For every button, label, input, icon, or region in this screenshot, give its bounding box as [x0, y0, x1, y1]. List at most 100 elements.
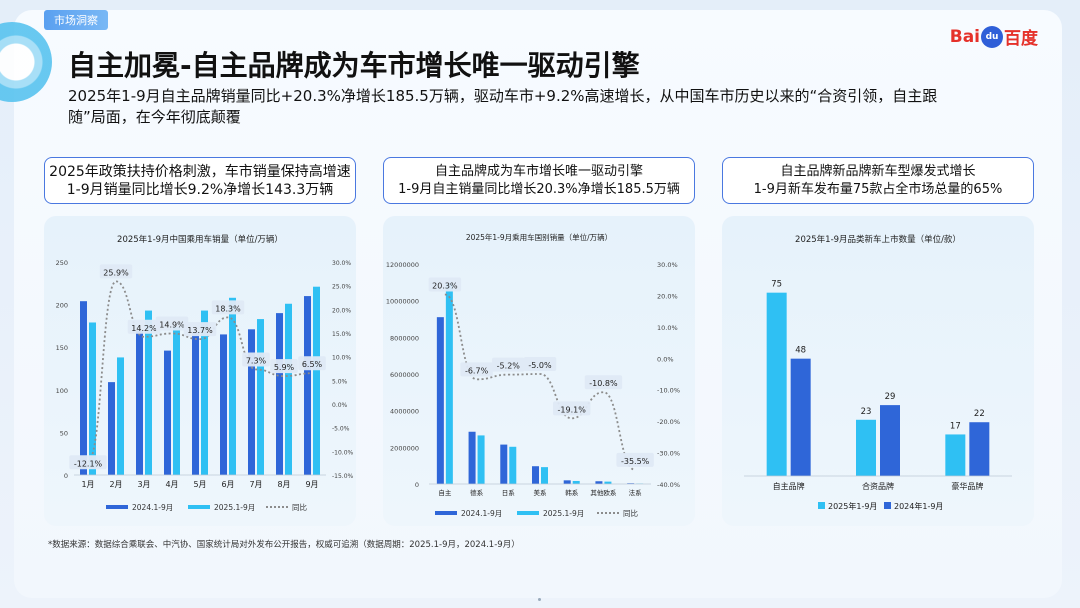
section-tag: 市场洞察: [44, 10, 108, 30]
chart2-y2tick-4: 0.0%: [657, 355, 674, 363]
chart1-bar-2024-2: [136, 331, 143, 475]
chart3-legend-swatch-0: [818, 502, 825, 509]
chart1-data-label-8-bg: [298, 356, 326, 371]
chart1-data-label-5-bg: [211, 300, 245, 315]
data-source-footnote: *数据来源：数据综合乘联会、中汽协、国家统计局对外发布公开报告，权威可追溯（数据…: [48, 540, 520, 550]
legend-swatch-1: [517, 511, 539, 515]
chart1-data-label-0-bg: [69, 455, 107, 470]
chart3-xtick-0: 自主品牌: [773, 481, 805, 491]
chart2-ytick-1: 2000000: [390, 444, 419, 452]
chart2-data-label-6-bg: [616, 452, 654, 467]
chart2-yoy-line: [444, 293, 636, 471]
chart1-data-label-0: -12.1%: [74, 459, 103, 468]
page-title: 自主加冕-自主品牌成为车市增长唯一驱动引擎: [68, 49, 640, 82]
chart2-bar-2024-0: [436, 317, 444, 484]
chart1-y2tick-1: -10.0%: [332, 449, 354, 456]
logo-cn: 百度: [1004, 29, 1038, 49]
baidu-logo: Bai du 百度: [950, 24, 1038, 49]
legend-label-0: 2024.1-9月: [461, 509, 502, 518]
chart1-data-label-3-bg: [155, 316, 189, 331]
chart1-y2tick-6: 15.0%: [332, 331, 351, 338]
chart1-xtick-7: 8月: [277, 480, 290, 489]
chart3-xtick-2: 豪华品牌: [951, 481, 983, 491]
chart2-data-label-2-bg: [492, 357, 525, 372]
chart1-bar-2024-6: [248, 329, 255, 475]
chart1-bar-2024-8: [304, 296, 311, 475]
logo-bai: Bai: [949, 26, 980, 47]
chart1-xtick-5: 6月: [221, 480, 234, 489]
chart1-ytick-0: 0: [64, 472, 68, 480]
chart2-bar-2024-5: [595, 481, 603, 484]
chart1-data-label-3: 14.9%: [159, 320, 185, 329]
chart2-ytick-4: 8000000: [390, 334, 419, 342]
logo-paw-icon: du: [981, 25, 1003, 48]
chart2-data-label-5-bg: [584, 375, 623, 390]
chart-panel-2: 2025年1-9月乘用车国别销量（单位/万辆） 0 2000000 4000000 60…: [383, 216, 695, 526]
chart2-bar-2025-0: [445, 283, 453, 484]
chart2-bar-2025-4: [572, 480, 580, 484]
chart3-legend-swatch-1: [884, 502, 891, 509]
chart1-ytick-4: 200: [56, 302, 68, 310]
chart1-data-label-4: 13.7%: [187, 326, 213, 335]
chart1-yoy-line: [87, 280, 313, 463]
chart2-bar-2024-2: [500, 444, 508, 484]
chart2-xtick-0: 自主: [438, 488, 452, 497]
chart2-y2tick-6: 20.0%: [657, 292, 678, 300]
chart2-y2tick-2: -20.0%: [657, 418, 680, 426]
chart1-data-label-7: 5.9%: [274, 363, 295, 372]
chart1-y2tick-0: -15.0%: [332, 473, 354, 480]
chart1-data-label-5: 18.3%: [215, 304, 241, 313]
chart1-data-label-1: 25.9%: [103, 268, 129, 277]
legend-label-0: 2024.1-9月: [132, 503, 173, 512]
chart3-data-label-2024-0: 48: [795, 346, 806, 356]
chart1-xtick-4: 5月: [193, 480, 206, 489]
chart2-bar-2024-4: [563, 480, 571, 484]
chart1-title: 2025年1-9月中国乘用车销量（单位/万辆）: [117, 234, 283, 245]
chart1-xtick-2: 3月: [137, 480, 150, 489]
chart-new-models: 2025年1-9月品类新车上市数量（单位/款） 75 48 自主品牌 23 29 合资品牌 1…: [744, 234, 1012, 511]
legend-swatch-1: [188, 505, 210, 509]
chart3-data-label-2024-2: 22: [974, 409, 985, 419]
chart1-xtick-0: 1月: [81, 480, 94, 489]
chart2-title: 2025年1-9月乘用车国别销量（单位/万辆）: [466, 232, 612, 242]
chart2-xtick-5: 其他欧系: [590, 488, 617, 497]
chart-monthly-sales: 2025年1-9月中国乘用车销量（单位/万辆） 0 50 100 150 200 250 -1…: [56, 234, 354, 512]
chart2-data-label-2: -5.2%: [497, 362, 521, 371]
section-header-2-line1: 自主品牌成为车市增长唯一驱动引擎: [434, 163, 643, 179]
chart1-data-label-4-bg: [183, 322, 217, 337]
chart1-data-label-6-bg: [242, 352, 270, 367]
chart1-xtick-3: 4月: [165, 480, 178, 489]
chart3-data-label-2025-1: 23: [861, 407, 872, 417]
section-header-1: 2025年政策扶持价格刺激，车市销量保持高增速 1-9月销量同比增长9.2%净增…: [44, 157, 356, 204]
section-header-1-line2: 1-9月销量同比增长9.2%净增长143.3万辆: [66, 181, 334, 198]
chart3-data-label-2025-2: 17: [950, 421, 961, 431]
chart2-data-label-3: -5.0%: [528, 361, 552, 370]
chart1-data-label-8: 6.5%: [302, 360, 323, 369]
chart2-bar-2025-2: [509, 446, 517, 484]
chart2-xtick-4: 韩系: [565, 488, 579, 497]
section-header-3-line2: 1-9月新车发布量75款占全市场总量的65%: [753, 181, 1003, 197]
chart2-data-label-6: -35.5%: [621, 457, 650, 466]
chart2-xtick-6: 法系: [629, 488, 643, 497]
chart3-title: 2025年1-9月品类新车上市数量（单位/款）: [795, 234, 961, 245]
chart2-data-label-5: -10.8%: [589, 379, 618, 388]
chart2-y2tick-1: -30.0%: [657, 450, 680, 458]
chart1-data-label-2-bg: [127, 319, 161, 334]
chart1-bar-2025-2: [145, 310, 152, 475]
chart2-y2tick-7: 30.0%: [657, 261, 678, 269]
chart1-y2tick-9: 30.0%: [332, 260, 351, 267]
chart1-bar-2024-4: [192, 331, 199, 475]
chart2-y2tick-0: -40.0%: [657, 481, 680, 489]
chart2-ytick-5: 10000000: [386, 298, 419, 306]
chart2-data-label-3-bg: [523, 357, 557, 371]
chart1-bar-2024-5: [220, 334, 227, 475]
chart1-bar-2024-3: [164, 350, 171, 475]
chart2-xtick-3: 美系: [534, 488, 548, 497]
chart2-ytick-2: 4000000: [390, 408, 419, 416]
chart3-data-label-2025-0: 75: [771, 280, 782, 290]
chart1-bar-2025-4: [201, 310, 208, 475]
chart1-y2tick-2: -5.0%: [332, 426, 350, 433]
chart2-y2tick-3: -10.0%: [657, 387, 680, 395]
chart2-bar-2025-3: [541, 467, 548, 484]
chart2-bar-2025-1: [477, 435, 485, 484]
